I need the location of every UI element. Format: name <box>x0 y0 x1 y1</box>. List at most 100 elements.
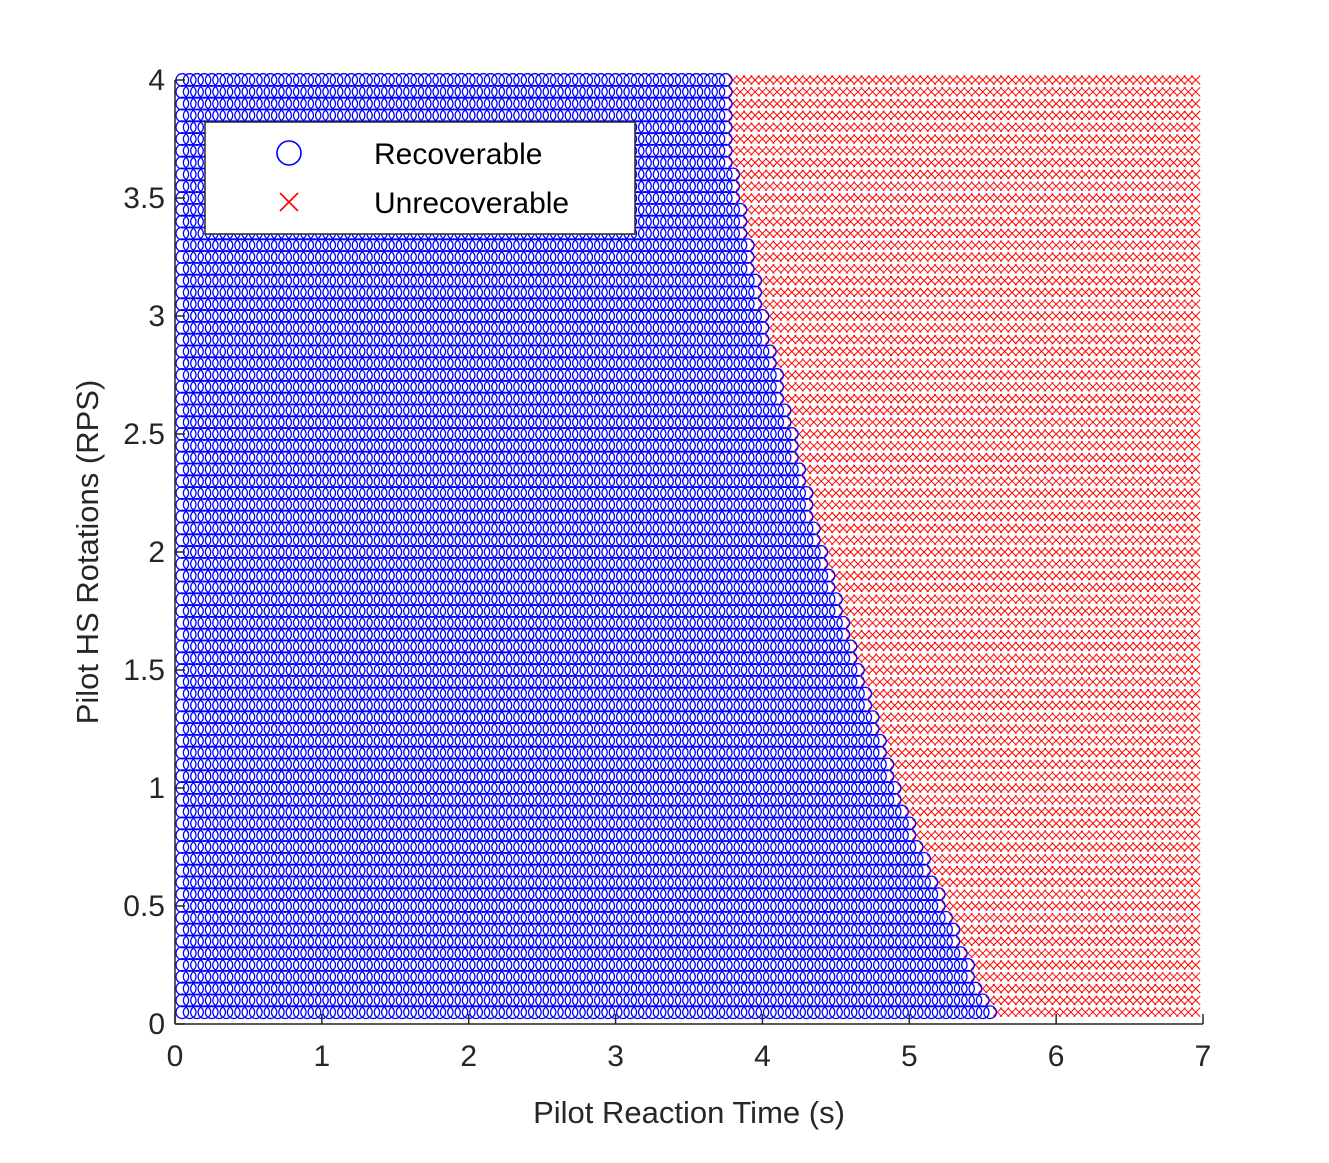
point-unrecoverable <box>933 842 944 852</box>
point-unrecoverable <box>1014 783 1025 793</box>
point-unrecoverable <box>911 783 922 793</box>
point-unrecoverable <box>1095 1007 1106 1018</box>
point-unrecoverable <box>1088 700 1098 711</box>
point-unrecoverable <box>1051 771 1061 782</box>
point-unrecoverable <box>1080 712 1091 723</box>
point-unrecoverable <box>1051 759 1061 770</box>
point-unrecoverable <box>882 724 893 734</box>
point-unrecoverable <box>1051 735 1061 746</box>
point-unrecoverable <box>1036 724 1047 734</box>
point-unrecoverable <box>992 971 1003 982</box>
point-unrecoverable <box>1190 688 1201 699</box>
point-unrecoverable <box>1065 901 1076 911</box>
point-unrecoverable <box>845 606 856 616</box>
point-unrecoverable <box>1088 912 1098 923</box>
point-unrecoverable <box>1146 889 1157 900</box>
point-unrecoverable <box>845 629 856 640</box>
point-unrecoverable <box>889 771 900 782</box>
point-unrecoverable <box>1029 665 1039 675</box>
point-unrecoverable <box>1154 794 1164 805</box>
point-unrecoverable <box>1176 853 1186 864</box>
point-unrecoverable <box>999 712 1010 723</box>
point-unrecoverable <box>1176 901 1186 911</box>
point-unrecoverable <box>867 688 878 699</box>
point-unrecoverable <box>1088 924 1098 935</box>
point-unrecoverable <box>955 653 966 664</box>
point-unrecoverable <box>1058 877 1069 888</box>
point-unrecoverable <box>977 960 988 970</box>
point-unrecoverable <box>1021 735 1032 746</box>
point-unrecoverable <box>1065 771 1076 782</box>
point-unrecoverable <box>1146 830 1157 841</box>
point-unrecoverable <box>1014 724 1025 734</box>
point-unrecoverable <box>1007 983 1017 994</box>
point-unrecoverable <box>1183 747 1194 758</box>
point-unrecoverable <box>933 653 944 664</box>
point-unrecoverable <box>1095 842 1106 852</box>
point-unrecoverable <box>1065 676 1076 687</box>
point-unrecoverable <box>1043 877 1054 888</box>
point-unrecoverable <box>1021 747 1032 758</box>
point-unrecoverable <box>941 747 951 758</box>
point-unrecoverable <box>1014 960 1025 970</box>
point-unrecoverable <box>963 889 973 900</box>
point-unrecoverable <box>1146 865 1157 876</box>
point-unrecoverable <box>1168 830 1179 841</box>
point-unrecoverable <box>1036 912 1047 923</box>
point-unrecoverable <box>941 653 951 664</box>
point-unrecoverable <box>970 771 981 782</box>
point-unrecoverable <box>1095 641 1106 652</box>
point-unrecoverable <box>1176 960 1186 970</box>
point-unrecoverable <box>889 724 900 734</box>
point-unrecoverable <box>1124 794 1135 805</box>
point-unrecoverable <box>911 676 922 687</box>
point-unrecoverable <box>1007 924 1017 935</box>
point-unrecoverable <box>955 712 966 723</box>
point-unrecoverable <box>1168 783 1179 793</box>
point-unrecoverable <box>1161 865 1172 876</box>
point-unrecoverable <box>1073 629 1084 640</box>
point-unrecoverable <box>882 629 893 640</box>
point-unrecoverable <box>941 901 951 911</box>
point-unrecoverable <box>1190 853 1201 864</box>
point-unrecoverable <box>1176 735 1186 746</box>
point-unrecoverable <box>1102 759 1113 770</box>
point-unrecoverable <box>1124 853 1135 864</box>
point-unrecoverable <box>1183 924 1194 935</box>
point-unrecoverable <box>1043 960 1054 970</box>
point-unrecoverable <box>1043 853 1054 864</box>
point-unrecoverable <box>1183 700 1194 711</box>
point-unrecoverable <box>985 676 995 687</box>
point-unrecoverable <box>948 676 959 687</box>
point-unrecoverable <box>1014 759 1025 770</box>
point-unrecoverable <box>1051 641 1061 652</box>
point-unrecoverable <box>1065 889 1076 900</box>
point-unrecoverable <box>1036 735 1047 746</box>
point-unrecoverable <box>1014 842 1025 852</box>
point-unrecoverable <box>1058 818 1069 829</box>
point-unrecoverable <box>1117 806 1128 817</box>
point-unrecoverable <box>948 877 959 888</box>
point-unrecoverable <box>1183 948 1194 959</box>
point-unrecoverable <box>1168 924 1179 935</box>
point-unrecoverable <box>1132 818 1142 829</box>
point-unrecoverable <box>970 735 981 746</box>
point-unrecoverable <box>1117 653 1128 664</box>
point-unrecoverable <box>1051 617 1061 628</box>
point-unrecoverable <box>1043 665 1054 675</box>
point-unrecoverable <box>1124 912 1135 923</box>
point-unrecoverable <box>1132 629 1142 640</box>
point-unrecoverable <box>875 665 885 675</box>
point-unrecoverable <box>882 735 893 746</box>
point-unrecoverable <box>955 853 966 864</box>
point-unrecoverable <box>1154 771 1164 782</box>
point-unrecoverable <box>1161 877 1172 888</box>
point-unrecoverable <box>1043 653 1054 664</box>
point-unrecoverable <box>1132 735 1142 746</box>
point-unrecoverable <box>1176 948 1186 959</box>
point-unrecoverable <box>1007 629 1017 640</box>
point-unrecoverable <box>1043 912 1054 923</box>
point-unrecoverable <box>1029 771 1039 782</box>
point-unrecoverable <box>970 971 981 982</box>
point-unrecoverable <box>1168 877 1179 888</box>
